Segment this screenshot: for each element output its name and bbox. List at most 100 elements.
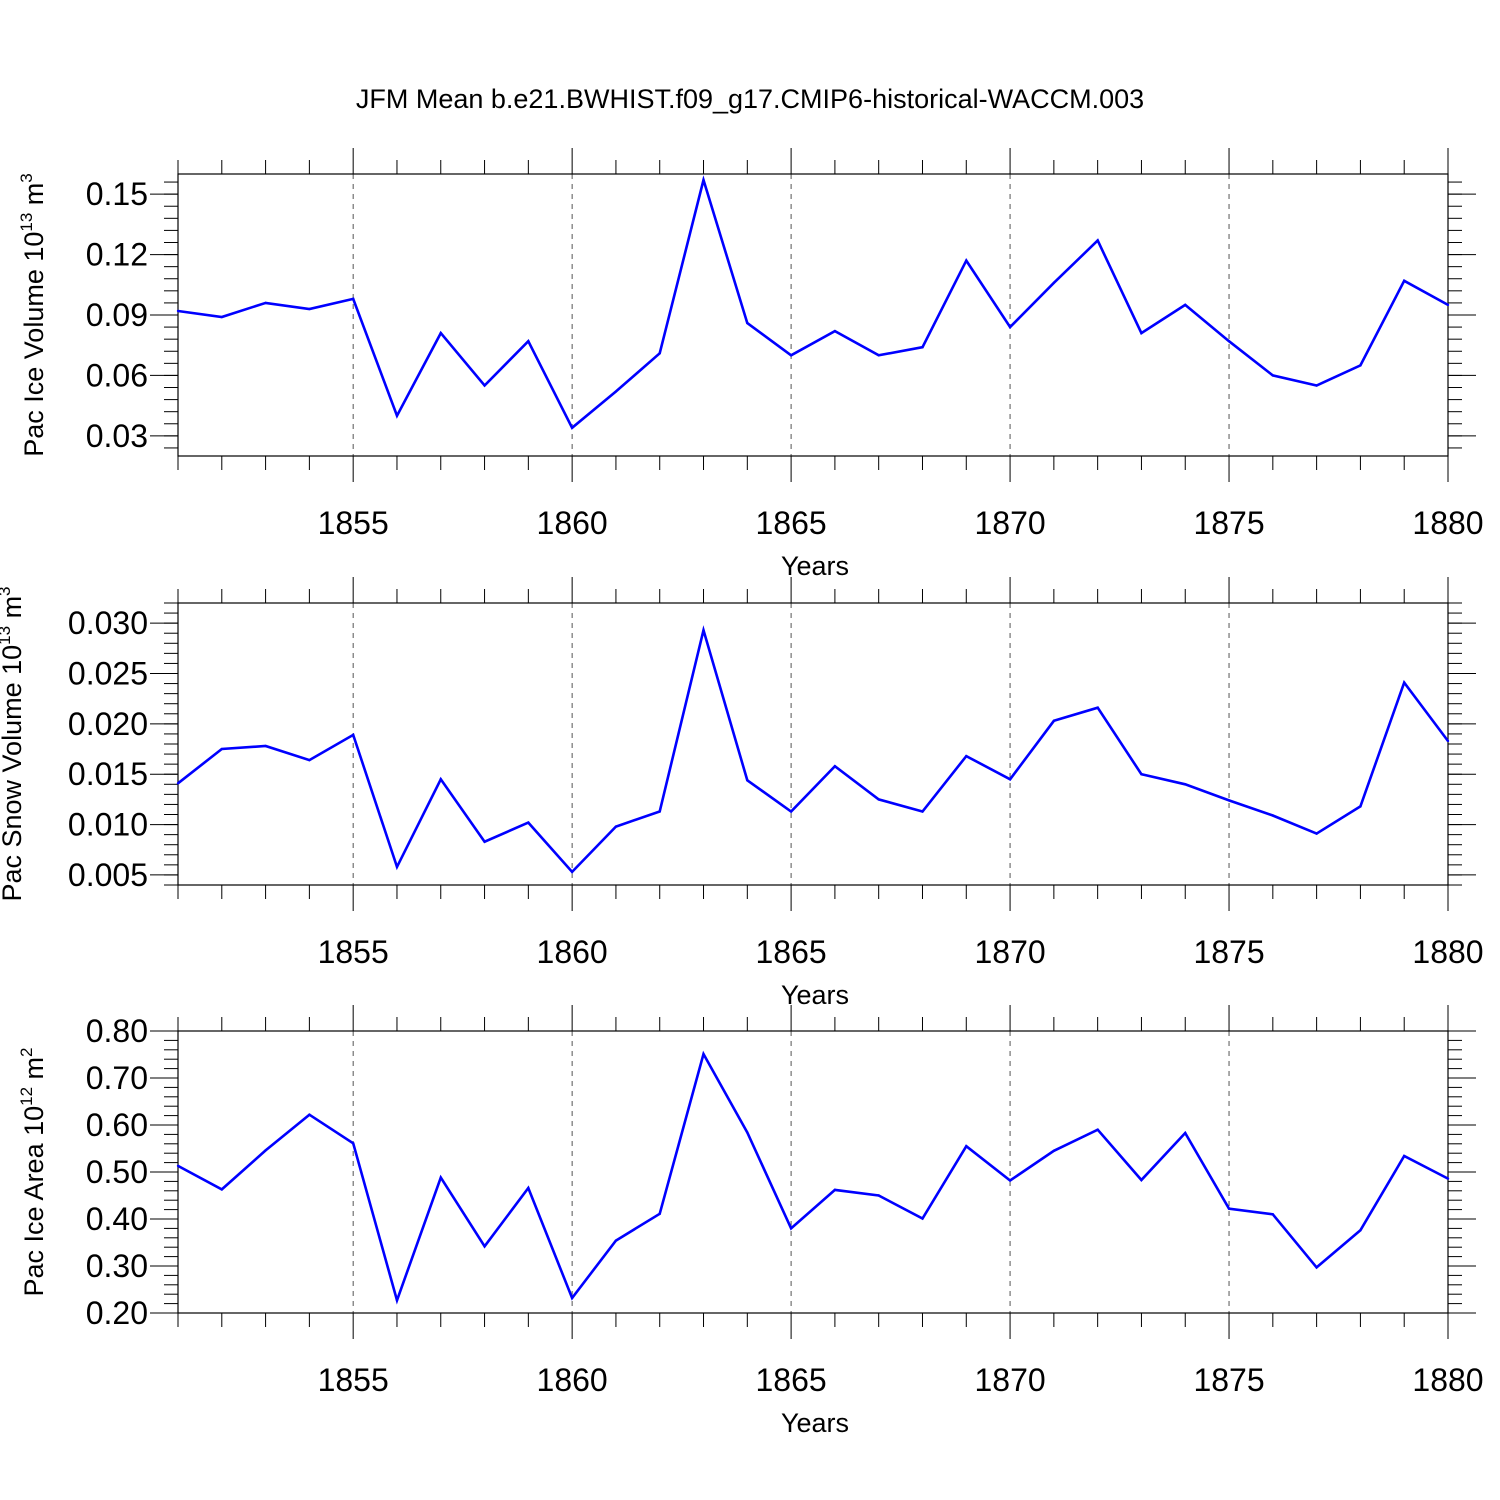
data-point	[570, 426, 574, 429]
y-axis-label: Pac Ice Area 1012 m2	[17, 1047, 49, 1296]
data-point	[1096, 706, 1099, 709]
data-point	[1271, 1213, 1275, 1216]
data-point	[965, 1144, 968, 1148]
data-point	[176, 782, 180, 785]
data-point	[1140, 1178, 1143, 1182]
x-tick-label: 1865	[756, 505, 827, 541]
x-tick-label: 1855	[318, 505, 389, 541]
data-point	[921, 810, 924, 813]
data-point	[1446, 303, 1450, 307]
y-tick-label: 0.30	[86, 1248, 148, 1284]
data-point	[1227, 339, 1231, 343]
data-point	[1008, 778, 1012, 781]
panel-1: 0.03 0.06 0.09 0.12 0.15 1855 1860 1865 1870 1875…	[17, 148, 1484, 581]
y-tick-label: 0.80	[86, 1013, 148, 1049]
data-point	[220, 747, 223, 751]
data-point	[702, 1052, 705, 1056]
data-point	[264, 744, 267, 748]
y-tick-label: 0.010	[68, 807, 148, 843]
y-axis-label-main: Pac Ice Area 10	[19, 1106, 49, 1297]
y-tick-label: 0.70	[86, 1060, 148, 1096]
data-point	[395, 414, 399, 417]
x-tick-label: 1865	[756, 1362, 827, 1398]
data-point	[921, 346, 924, 349]
data-point	[877, 1194, 880, 1197]
data-point	[833, 764, 837, 768]
data-point	[789, 1227, 793, 1230]
y-tick-label: 0.20	[86, 1295, 148, 1331]
data-point	[921, 1217, 924, 1220]
data-point	[395, 865, 399, 869]
x-tick-label: 1875	[1193, 1362, 1264, 1398]
y-tick-label: 0.15	[86, 176, 148, 212]
data-point	[570, 1296, 574, 1300]
y-axis-label: Pac Ice Volume 1013 m3	[17, 173, 49, 457]
data-point	[746, 321, 749, 325]
y-axis-label-main: Pac Snow Volume 10	[0, 645, 27, 902]
data-point	[614, 390, 618, 393]
y-axis-label: Pac Snow Volume 1013 m3	[0, 586, 27, 901]
data-point	[1271, 374, 1275, 377]
data-point	[746, 779, 749, 782]
data-point	[1446, 739, 1450, 743]
x-tick-label: 1875	[1193, 934, 1264, 970]
x-tick-label: 1870	[974, 505, 1045, 541]
y-tick-label: 0.030	[68, 605, 148, 641]
y-tick-label: 0.025	[68, 656, 148, 692]
data-point	[176, 1164, 180, 1168]
data-point	[877, 798, 880, 801]
data-point	[1271, 814, 1275, 817]
y-axis-label-unit-exponent: 3	[0, 586, 14, 595]
data-point	[789, 354, 793, 357]
data-point	[833, 1188, 837, 1192]
data-point	[1403, 279, 1406, 282]
data-point	[1227, 799, 1231, 802]
data-point	[1008, 1179, 1012, 1182]
data-point	[1052, 1149, 1056, 1153]
x-tick-label: 1855	[318, 1362, 389, 1398]
data-point	[1315, 384, 1318, 387]
x-tick-label: 1860	[537, 934, 608, 970]
data-point	[965, 754, 968, 758]
x-axis-label: Years	[781, 980, 849, 1010]
series-line	[177, 175, 1449, 430]
y-axis-label-unit: m	[0, 596, 27, 626]
y-tick-label: 0.12	[86, 237, 148, 273]
data-point	[439, 331, 442, 335]
data-point	[1184, 783, 1187, 786]
y-axis-label-exponent: 13	[0, 626, 14, 645]
data-point	[527, 339, 530, 343]
data-point	[1403, 681, 1406, 684]
data-point	[308, 1113, 311, 1116]
data-point	[483, 840, 486, 843]
series-line	[177, 625, 1450, 874]
data-point	[527, 821, 530, 824]
data-point	[1359, 805, 1362, 808]
y-axis-label-unit: m	[19, 183, 49, 213]
data-point	[658, 352, 661, 355]
y-tick-label: 0.40	[86, 1201, 148, 1237]
data-point	[1096, 239, 1099, 242]
data-point	[1096, 1128, 1099, 1131]
x-tick-label: 1870	[974, 934, 1045, 970]
data-point	[570, 870, 574, 874]
series-line	[177, 1050, 1449, 1305]
data-point	[789, 810, 793, 813]
data-point	[1008, 325, 1012, 329]
data-point	[483, 1245, 486, 1248]
data-point	[1403, 1154, 1406, 1158]
y-tick-label: 0.50	[86, 1154, 148, 1190]
data-point	[220, 1188, 223, 1191]
data-point	[746, 1131, 749, 1134]
y-axis-label-unit-exponent: 2	[17, 1047, 36, 1056]
data-point	[1184, 303, 1187, 307]
x-tick-label: 1880	[1412, 934, 1483, 970]
x-tick-label: 1880	[1412, 1362, 1483, 1398]
data-point	[527, 1186, 530, 1190]
y-axis-label-exponent: 13	[17, 213, 36, 232]
data-point	[877, 354, 880, 357]
data-point	[833, 329, 837, 333]
data-point	[1446, 1177, 1450, 1180]
panel-2: 0.005 0.010 0.015 0.020 0.025 0.030 1855 1860 18…	[0, 577, 1484, 1010]
